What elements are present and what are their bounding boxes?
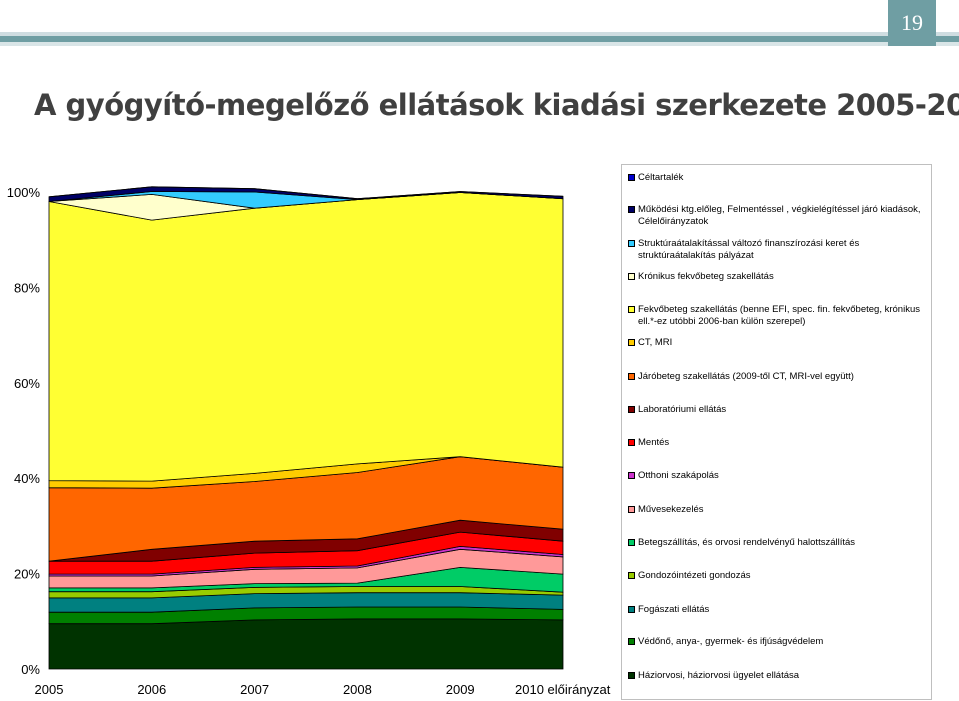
legend-label: Művesekezelés	[638, 504, 704, 515]
legend-item: Működési ktg.előleg, Felmentéssel , végk…	[628, 204, 928, 227]
legend-swatch	[628, 472, 635, 479]
chart-legend: Céltartalék Működési ktg.előleg, Felmenté…	[621, 164, 932, 700]
legend-swatch	[628, 672, 635, 679]
legend-swatch	[628, 506, 635, 513]
legend-item: Mentés	[628, 437, 928, 449]
legend-label: Védőnő, anya-, gyermek- és ifjúságvédele…	[638, 636, 824, 647]
legend-item: Laboratóriumi ellátás	[628, 404, 928, 416]
legend-item: Betegszállítás, és orvosi rendelvényű ha…	[628, 537, 928, 549]
y-tick-label: 0%	[21, 662, 40, 677]
legend-swatch	[628, 638, 635, 645]
legend-item: Krónikus fekvőbeteg szakellátás	[628, 271, 928, 283]
legend-swatch	[628, 439, 635, 446]
legend-label: Otthoni szakápolás	[638, 470, 719, 481]
legend-label: CT, MRI	[638, 337, 673, 348]
x-tick-label: 2010 előirányzat	[515, 682, 611, 697]
x-tick-label: 2009	[446, 682, 475, 697]
legend-swatch	[628, 306, 635, 313]
legend-label: Betegszállítás, és orvosi rendelvényű ha…	[638, 537, 856, 548]
legend-swatch	[628, 572, 635, 579]
legend-swatch	[628, 406, 635, 413]
legend-label: Laboratóriumi ellátás	[638, 404, 727, 415]
slide-title: A gyógyító-megelőző ellátások kiadási sz…	[34, 88, 959, 122]
legend-item: Fogászati ellátás	[628, 604, 928, 616]
legend-swatch	[628, 606, 635, 613]
x-tick-label: 2005	[35, 682, 64, 697]
x-tick-label: 2008	[343, 682, 372, 697]
legend-label: Működési ktg.előleg, Felmentéssel , végk…	[638, 204, 921, 227]
legend-label: Fekvőbeteg szakellátás (benne EFI, spec.…	[638, 304, 920, 327]
legend-item: Otthoni szakápolás	[628, 470, 928, 482]
legend-label: Krónikus fekvőbeteg szakellátás	[638, 271, 774, 282]
legend-swatch	[628, 206, 635, 213]
top-band	[0, 0, 959, 34]
y-tick-label: 100%	[7, 185, 41, 200]
legend-item: Védőnő, anya-, gyermek- és ifjúságvédele…	[628, 636, 928, 648]
y-tick-label: 40%	[14, 471, 40, 486]
legend-label: Fogászati ellátás	[638, 604, 710, 615]
y-tick-label: 20%	[14, 567, 40, 582]
area-series-11	[48, 192, 564, 482]
y-tick-label: 80%	[14, 280, 40, 295]
legend-item: Fekvőbeteg szakellátás (benne EFI, spec.…	[628, 304, 928, 327]
legend-item: Járóbeteg szakellátás (2009-től CT, MRI-…	[628, 371, 928, 383]
legend-label: Mentés	[638, 437, 670, 448]
legend-item: Művesekezelés	[628, 504, 928, 516]
legend-swatch	[628, 373, 635, 380]
page-number: 19	[888, 0, 936, 46]
header-stripe-pale	[0, 42, 959, 46]
area-series-15	[48, 186, 564, 200]
legend-item: Gondozóintézeti gondozás	[628, 570, 928, 582]
legend-swatch	[628, 174, 635, 181]
x-tick-label: 2007	[240, 682, 269, 697]
legend-item: CT, MRI	[628, 337, 928, 349]
legend-label: Céltartalék	[638, 172, 684, 183]
x-tick-label: 2006	[137, 682, 166, 697]
y-tick-label: 60%	[14, 376, 40, 391]
header-stripe-light	[0, 32, 959, 38]
legend-label: Gondozóintézeti gondozás	[638, 570, 751, 581]
legend-swatch	[628, 539, 635, 546]
legend-label: Járóbeteg szakellátás (2009-től CT, MRI-…	[638, 371, 854, 382]
legend-item: Struktúraátalakítással változó finanszír…	[628, 238, 928, 261]
legend-label: Háziorvosi, háziorvosi ügyelet ellátása	[638, 670, 800, 681]
legend-label: Struktúraátalakítással változó finanszír…	[638, 238, 860, 261]
legend-swatch	[628, 240, 635, 247]
header-stripe-teal	[0, 36, 959, 42]
legend-item: Háziorvosi, háziorvosi ügyelet ellátása	[628, 670, 928, 682]
legend-swatch	[628, 339, 635, 346]
legend-swatch	[628, 273, 635, 280]
area-series-0	[48, 618, 564, 670]
legend-item: Céltartalék	[628, 172, 928, 184]
